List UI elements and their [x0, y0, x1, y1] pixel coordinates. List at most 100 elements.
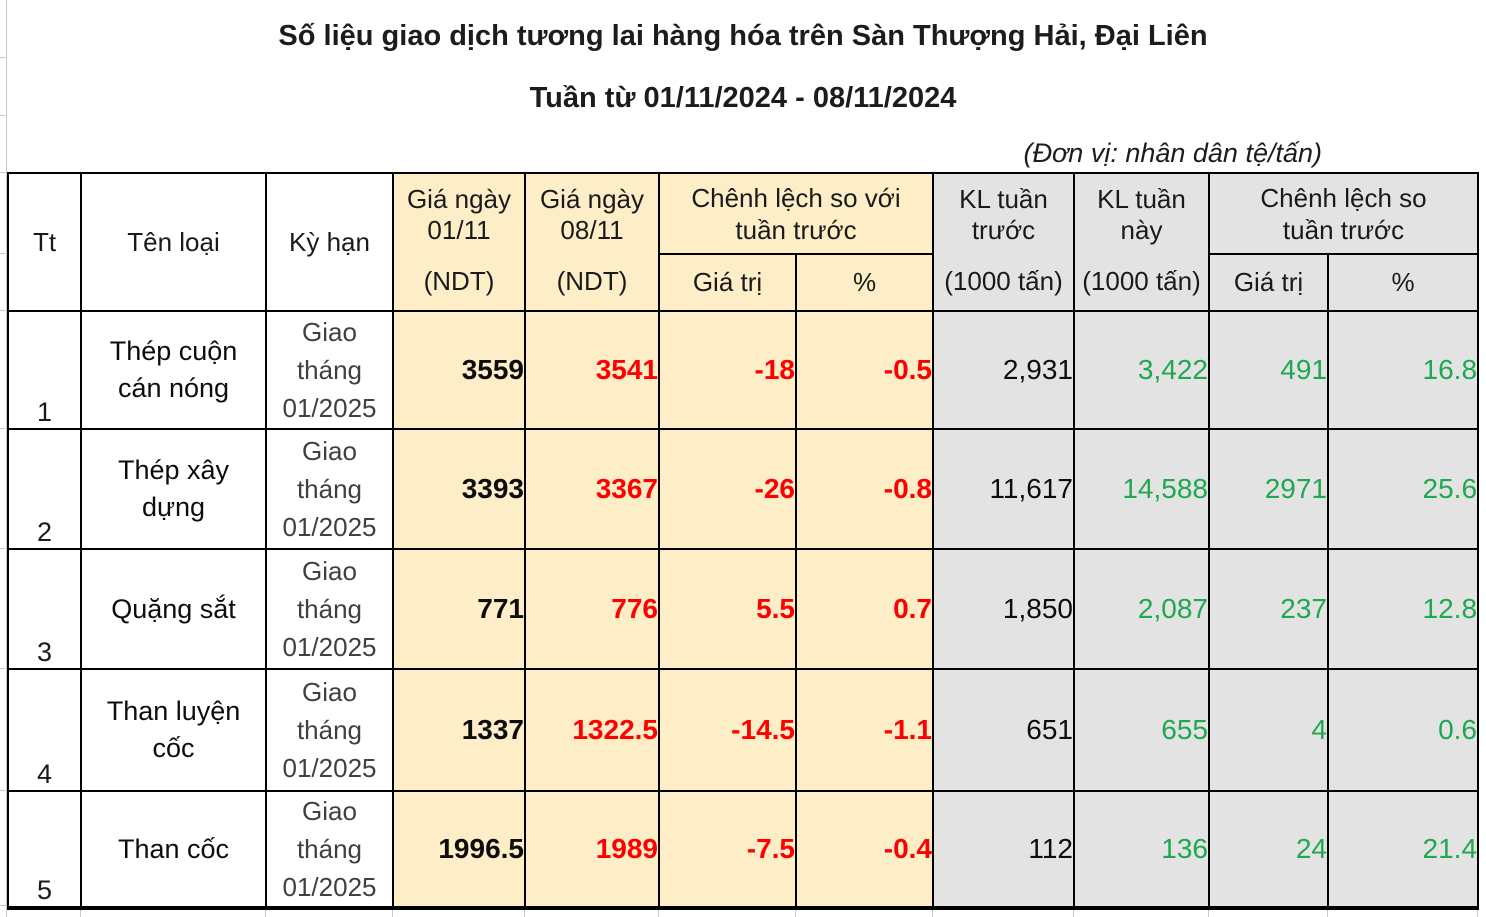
sheet-gridline: [0, 172, 6, 173]
cell-kl-truoc: 1,850: [932, 548, 1075, 670]
cell-ten-loai: Than luyện cốc: [80, 668, 267, 792]
cell-cl-pct: -0.5: [795, 310, 934, 430]
sheet-gridline: [0, 905, 6, 906]
header-chenh-lech-gia-group: Chênh lệch so với tuần trước: [658, 172, 934, 255]
header-gia-0811-label: Giá ngày 08/11: [539, 183, 645, 245]
cell-gia-0111: 3559: [392, 310, 526, 430]
header-gia-0111: Giá ngày 01/11 (NDT): [392, 172, 526, 312]
sheet-gridline: [0, 668, 6, 669]
header-gia-0811-unit: (NDT): [556, 266, 628, 296]
sheet-gridline: [6, 0, 7, 917]
sheet-gridline: [1073, 909, 1074, 917]
header-cl-pct: %: [795, 253, 934, 312]
sheet-gridline: [0, 115, 6, 116]
cell-gia-0111: 771: [392, 548, 526, 670]
header-chenh-lech-kl-group: Chênh lệch so tuần trước: [1207, 172, 1480, 255]
sheet-gridline: [524, 909, 525, 917]
header-gia-0111-unit: (NDT): [423, 266, 495, 296]
sheet-gridline: [0, 253, 6, 254]
sheet-gridline: [932, 909, 933, 917]
table-row: 2 Thép xây dựng Giao tháng 01/2025 3393 …: [7, 428, 1480, 550]
sheet-gridline: [0, 57, 6, 58]
cell-cl-kl-pct: 0.6: [1326, 668, 1480, 792]
cell-cl-gia-tri: -26: [658, 428, 797, 550]
cell-cl-kl-pct: 21.4: [1326, 790, 1480, 910]
sheet-gridline: [1477, 909, 1478, 917]
header-kl-truoc-label: KL tuần trước: [959, 183, 1048, 245]
page-subtitle: Tuần từ 01/11/2024 - 08/11/2024: [529, 82, 957, 114]
cell-gia-0111: 1337: [392, 668, 526, 792]
cell-cl-kl-gia-tri: 24: [1208, 790, 1329, 910]
cell-gia-0811: 1989: [524, 790, 660, 910]
header-kl-nay-unit: (1000 tấn): [1082, 266, 1201, 296]
table-row: 5 Than cốc Giao tháng 01/2025 1996.5 198…: [7, 790, 1480, 910]
cell-kl-nay: 14,588: [1073, 428, 1210, 550]
cell-cl-gia-tri: -14.5: [658, 668, 797, 792]
cell-cl-pct: -0.4: [795, 790, 934, 910]
header-gia-0811: Giá ngày 08/11 (NDT): [524, 172, 660, 312]
sheet-gridline: [1208, 909, 1209, 917]
cell-ten-loai: Than cốc: [80, 790, 267, 910]
cell-gia-0111: 1996.5: [392, 790, 526, 910]
cell-cl-kl-pct: 16.8: [1326, 310, 1480, 430]
sheet-gridline: [658, 909, 659, 917]
cell-ky-han: Giao tháng 01/2025: [265, 668, 394, 792]
cell-cl-pct: -1.1: [795, 668, 934, 792]
header-kl-truoc: KL tuần trước (1000 tấn): [932, 172, 1075, 312]
cell-cl-pct: 0.7: [795, 548, 934, 670]
unit-note: (Đơn vị: nhân dân tệ/tấn): [1023, 138, 1323, 168]
header-cl-kl-gia-tri: Giá trị: [1208, 253, 1329, 312]
sheet-gridline: [795, 909, 796, 917]
header-kl-nay: KL tuần này (1000 tấn): [1073, 172, 1210, 312]
cell-cl-kl-gia-tri: 237: [1208, 548, 1329, 670]
sheet-gridline: [1327, 909, 1328, 917]
sheet-gridline: [0, 548, 6, 549]
cell-ky-han: Giao tháng 01/2025: [265, 310, 394, 430]
cell-kl-nay: 136: [1073, 790, 1210, 910]
cell-gia-0111: 3393: [392, 428, 526, 550]
cell-cl-kl-gia-tri: 491: [1208, 310, 1329, 430]
cell-tt: 3: [7, 548, 82, 670]
cell-kl-nay: 655: [1073, 668, 1210, 792]
cell-gia-0811: 3367: [524, 428, 660, 550]
cell-kl-truoc: 2,931: [932, 310, 1075, 430]
cell-kl-nay: 3,422: [1073, 310, 1210, 430]
futures-data-table: Tt Tên loại Kỳ hạn Giá ngày 01/11 (NDT) …: [7, 172, 1480, 910]
header-kl-nay-label: KL tuần này: [1097, 183, 1186, 245]
cell-gia-0811: 1322.5: [524, 668, 660, 792]
cell-ten-loai: Thép cuộn cán nóng: [80, 310, 267, 430]
cell-tt: 2: [7, 428, 82, 550]
header-tt: Tt: [7, 172, 82, 312]
header-kl-truoc-unit: (1000 tấn): [944, 266, 1063, 296]
cell-gia-0811: 3541: [524, 310, 660, 430]
cell-cl-kl-pct: 12.8: [1326, 548, 1480, 670]
cell-cl-kl-pct: 25.6: [1326, 428, 1480, 550]
sheet-gridline: [0, 310, 6, 311]
header-ky-han: Kỳ hạn: [265, 172, 394, 312]
cell-tt: 5: [7, 790, 82, 910]
cell-tt: 1: [7, 310, 82, 430]
header-gia-0111-label: Giá ngày 01/11: [406, 183, 512, 245]
table-row: 1 Thép cuộn cán nóng Giao tháng 01/2025 …: [7, 310, 1480, 430]
header-cl-kl-pct: %: [1326, 253, 1480, 312]
sheet-gridline: [0, 428, 6, 429]
cell-ten-loai: Thép xây dựng: [80, 428, 267, 550]
table-row: 3 Quặng sắt Giao tháng 01/2025 771 776 5…: [7, 548, 1480, 670]
sheet-gridline: [80, 909, 81, 917]
cell-kl-truoc: 112: [932, 790, 1075, 910]
sheet-gridline: [265, 909, 266, 917]
cell-gia-0811: 776: [524, 548, 660, 670]
header-cl-gia-tri: Giá trị: [658, 253, 797, 312]
cell-ky-han: Giao tháng 01/2025: [265, 548, 394, 670]
cell-cl-kl-gia-tri: 2971: [1208, 428, 1329, 550]
cell-cl-gia-tri: 5.5: [658, 548, 797, 670]
cell-kl-truoc: 651: [932, 668, 1075, 792]
cell-kl-nay: 2,087: [1073, 548, 1210, 670]
cell-cl-gia-tri: -7.5: [658, 790, 797, 910]
cell-ten-loai: Quặng sắt: [80, 548, 267, 670]
cell-tt: 4: [7, 668, 82, 792]
cell-cl-pct: -0.8: [795, 428, 934, 550]
header-ten-loai: Tên loại: [80, 172, 267, 312]
cell-kl-truoc: 11,617: [932, 428, 1075, 550]
table-row: 4 Than luyện cốc Giao tháng 01/2025 1337…: [7, 668, 1480, 792]
